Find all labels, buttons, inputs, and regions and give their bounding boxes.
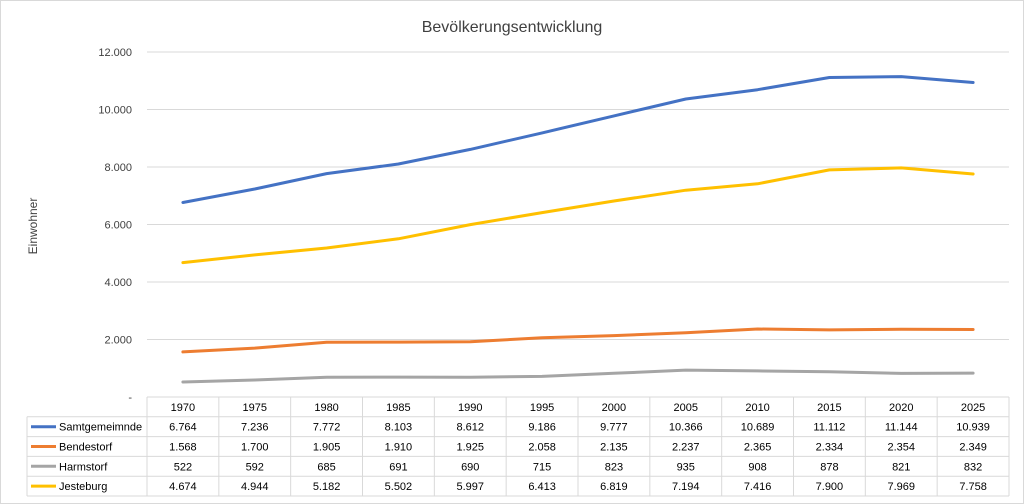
category-label: 1985 — [386, 402, 410, 414]
data-value-label: 715 — [533, 461, 551, 473]
data-value-label: 9.777 — [600, 422, 628, 434]
data-value-label: 908 — [748, 461, 766, 473]
category-label: 1980 — [314, 402, 338, 414]
data-value-label: 5.502 — [385, 481, 413, 493]
data-value-label: 4.674 — [169, 481, 197, 493]
series-line — [181, 327, 975, 354]
data-value-label: 1.905 — [313, 442, 341, 454]
data-value-label: 823 — [605, 461, 623, 473]
data-value-label: 2.334 — [816, 442, 844, 454]
data-value-label: 685 — [317, 461, 335, 473]
data-value-label: 2.058 — [528, 442, 556, 454]
data-value-label: 10.939 — [956, 422, 990, 434]
series-line — [181, 368, 975, 384]
category-label: 2020 — [889, 402, 913, 414]
data-value-label: 2.354 — [887, 442, 915, 454]
data-value-label: 7.900 — [816, 481, 844, 493]
y-axis-label: Einwohner — [26, 198, 40, 255]
data-value-label: 6.819 — [600, 481, 628, 493]
y-tick-label: 2.000 — [104, 335, 132, 347]
y-tick-label: 4.000 — [104, 277, 132, 289]
data-value-label: 10.366 — [669, 422, 703, 434]
data-value-label: 821 — [892, 461, 910, 473]
data-value-label: 2.349 — [959, 442, 987, 454]
category-label: 1975 — [243, 402, 267, 414]
data-value-label: 7.416 — [744, 481, 772, 493]
category-label: 1970 — [171, 402, 195, 414]
data-value-label: 6.764 — [169, 422, 197, 434]
y-tick-label: 6.000 — [104, 220, 132, 232]
y-tick-label: - — [128, 392, 132, 404]
data-value-label: 11.112 — [813, 422, 845, 434]
category-label: 2000 — [602, 402, 626, 414]
data-value-label: 2.135 — [600, 442, 628, 454]
category-label: 1995 — [530, 402, 554, 414]
y-tick-label: 8.000 — [104, 162, 132, 174]
category-label: 1990 — [458, 402, 482, 414]
data-value-label: 7.236 — [241, 422, 269, 434]
data-value-label: 1.925 — [456, 442, 484, 454]
data-value-label: 9.186 — [528, 422, 556, 434]
data-value-label: 690 — [461, 461, 479, 473]
data-value-label: 2.365 — [744, 442, 772, 454]
data-value-label: 8.103 — [385, 422, 413, 434]
data-value-label: 5.997 — [456, 481, 484, 493]
category-label: 2015 — [817, 402, 841, 414]
series-name: Harmstorf — [59, 461, 108, 473]
category-label: 2005 — [674, 402, 698, 414]
data-table: 1970 1975 1980 1985 1990 1995 2000 2005 2010 2015… — [26, 396, 1010, 497]
data-value-label: 7.969 — [887, 481, 915, 493]
y-tick-label: 10.000 — [98, 105, 132, 117]
series-name: Samtgemeimnde — [59, 422, 142, 434]
data-value-label: 935 — [677, 461, 695, 473]
category-label: 2010 — [745, 402, 769, 414]
data-value-label: 6.413 — [528, 481, 556, 493]
category-label: 2025 — [961, 402, 985, 414]
gridlines — [147, 51, 1009, 340]
data-value-label: 1.568 — [169, 442, 197, 454]
data-value-label: 1.700 — [241, 442, 269, 454]
series-name: Bendestorf — [59, 442, 113, 454]
data-value-label: 5.182 — [313, 481, 341, 493]
data-value-label: 4.944 — [241, 481, 269, 493]
data-value-label: 7.194 — [672, 481, 700, 493]
data-value-label: 691 — [389, 461, 407, 473]
data-value-label: 10.689 — [741, 422, 775, 434]
series-lines — [181, 75, 975, 384]
data-value-label: 878 — [820, 461, 838, 473]
data-value-label: 8.612 — [456, 422, 484, 434]
y-axis-ticks: - 2.000 4.000 6.000 8.000 10.000 12.000 — [98, 47, 132, 404]
series-line — [181, 75, 975, 204]
data-value-label: 592 — [246, 461, 264, 473]
series-name: Jesteburg — [59, 481, 107, 493]
data-value-label: 2.237 — [672, 442, 700, 454]
series-line — [181, 166, 975, 265]
data-value-label: 7.772 — [313, 422, 341, 434]
data-value-label: 1.910 — [385, 442, 413, 454]
data-value-label: 832 — [964, 461, 982, 473]
data-value-label: 11.144 — [885, 422, 918, 434]
data-value-label: 7.758 — [959, 481, 987, 493]
data-value-label: 522 — [174, 461, 192, 473]
y-tick-label: 12.000 — [98, 47, 132, 59]
chart-title: Bevölkerungsentwicklung — [422, 19, 603, 36]
